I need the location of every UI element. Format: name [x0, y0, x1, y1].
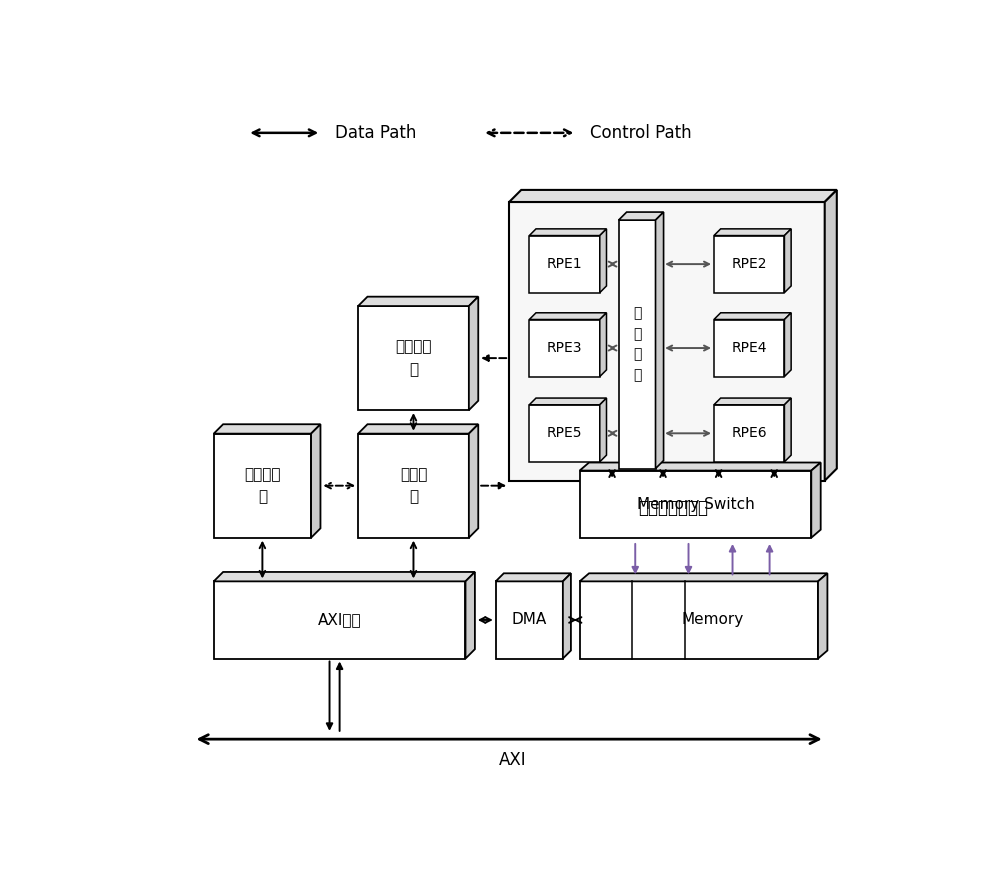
Bar — [358, 306, 469, 410]
Text: RPE1: RPE1 — [547, 257, 582, 271]
Bar — [714, 235, 784, 293]
Polygon shape — [358, 425, 478, 433]
Text: RPE2: RPE2 — [731, 257, 767, 271]
Bar — [358, 433, 469, 538]
Bar — [214, 582, 465, 658]
Polygon shape — [509, 190, 837, 202]
Polygon shape — [784, 398, 791, 462]
Polygon shape — [656, 212, 664, 468]
Bar — [619, 220, 656, 468]
Text: RPE5: RPE5 — [547, 426, 582, 440]
Polygon shape — [469, 296, 478, 410]
Polygon shape — [529, 398, 607, 405]
Polygon shape — [214, 572, 475, 582]
Polygon shape — [214, 425, 320, 433]
Bar — [714, 405, 784, 462]
Text: Memory: Memory — [681, 612, 743, 628]
Text: 可重构计算阵列: 可重构计算阵列 — [638, 500, 708, 517]
Bar — [529, 235, 600, 293]
Polygon shape — [600, 313, 607, 377]
Polygon shape — [580, 462, 821, 471]
Polygon shape — [469, 425, 478, 538]
Polygon shape — [811, 462, 821, 538]
Text: RPE6: RPE6 — [731, 426, 767, 440]
Text: AXI接口: AXI接口 — [318, 612, 361, 628]
Bar — [496, 582, 563, 658]
Polygon shape — [600, 398, 607, 462]
Polygon shape — [580, 573, 827, 582]
Polygon shape — [600, 228, 607, 293]
Bar — [580, 582, 818, 658]
Polygon shape — [619, 212, 664, 220]
Polygon shape — [465, 572, 475, 658]
Text: 互
联
网
络: 互 联 网 络 — [633, 306, 641, 382]
Bar — [580, 471, 811, 538]
Polygon shape — [529, 313, 607, 319]
Text: DMA: DMA — [512, 612, 547, 628]
Polygon shape — [311, 425, 320, 538]
Bar — [529, 319, 600, 377]
Text: Data Path: Data Path — [335, 124, 416, 142]
Polygon shape — [714, 228, 791, 235]
Polygon shape — [818, 573, 827, 658]
Text: RPE4: RPE4 — [731, 341, 767, 355]
Bar — [214, 433, 311, 538]
Polygon shape — [784, 313, 791, 377]
Polygon shape — [529, 228, 607, 235]
Bar — [529, 405, 600, 462]
Polygon shape — [714, 313, 791, 319]
Text: 重构控制
器: 重构控制 器 — [395, 339, 432, 377]
Polygon shape — [496, 573, 571, 582]
Polygon shape — [825, 190, 837, 480]
Text: 配置寄存
器: 配置寄存 器 — [244, 467, 281, 504]
Text: 主控制
器: 主控制 器 — [400, 467, 427, 504]
Text: Memory Switch: Memory Switch — [637, 497, 754, 512]
Bar — [714, 319, 784, 377]
Polygon shape — [784, 228, 791, 293]
Text: Control Path: Control Path — [590, 124, 691, 142]
Polygon shape — [563, 573, 571, 658]
Text: AXI: AXI — [499, 752, 526, 769]
Text: RPE3: RPE3 — [547, 341, 582, 355]
Bar — [509, 202, 825, 480]
Polygon shape — [358, 296, 478, 306]
Polygon shape — [714, 398, 791, 405]
